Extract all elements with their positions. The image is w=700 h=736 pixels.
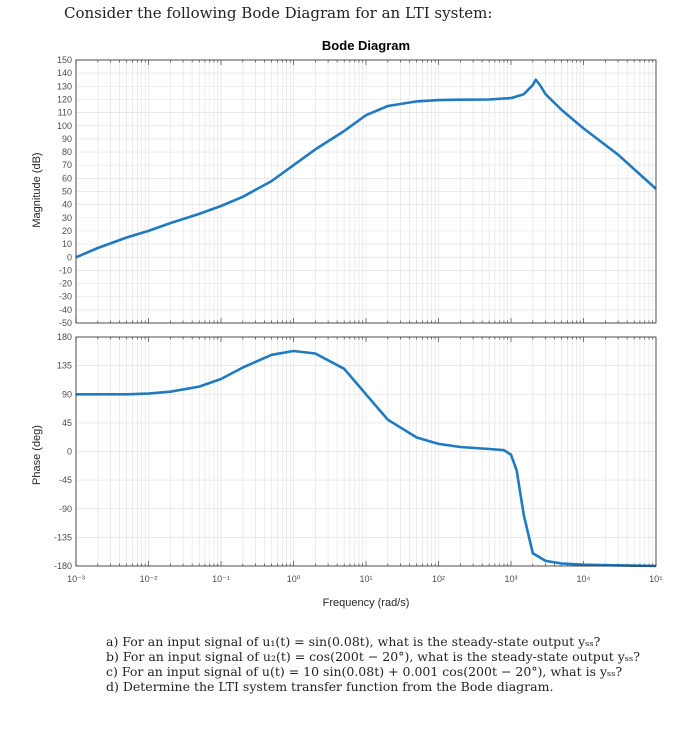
x-tick-label: 10⁻² <box>140 574 158 584</box>
y-tick-label: 110 <box>58 108 72 118</box>
y-tick-label: 20 <box>62 226 72 236</box>
question-d: d) Determine the LTI system transfer fun… <box>106 679 554 694</box>
question-list: a) For an input signal of u₁(t) = sin(0.… <box>106 634 696 694</box>
y-tick-label: 50 <box>62 187 72 197</box>
question-a: a) For an input signal of u₁(t) = sin(0.… <box>106 634 601 649</box>
y-tick-label: 90 <box>62 389 72 399</box>
y-tick-label: 30 <box>62 213 72 223</box>
y-tick-label: 70 <box>62 160 72 170</box>
x-tick-label: 10⁻¹ <box>212 574 230 584</box>
bode-diagram: Bode Diagram 150140130120110100908070605… <box>31 38 663 609</box>
phase-axis-label: Phase (deg) <box>31 425 43 485</box>
x-tick-label: 10³ <box>504 574 517 584</box>
x-tick-label: 10⁴ <box>577 574 591 584</box>
y-tick-label: 45 <box>62 418 72 428</box>
magnitude-axis-label: Magnitude (dB) <box>31 152 43 227</box>
y-tick-label: -20 <box>59 279 72 289</box>
y-tick-label: 90 <box>62 134 72 144</box>
intro-text: Consider the following Bode Diagram for … <box>64 4 493 22</box>
y-tick-label: -30 <box>59 292 72 302</box>
x-tick-label: 10² <box>432 574 445 584</box>
y-tick-label: 10 <box>62 239 72 249</box>
magnitude-tick-labels: 1501401301201101009080706050403020100-10… <box>57 55 72 328</box>
frequency-tick-labels: 10⁻³ 10⁻² 10⁻¹ 10⁰ 10¹ 10² 10³ 10⁴ 10⁵ <box>67 574 663 584</box>
y-tick-label: 80 <box>62 147 72 157</box>
y-tick-label: -40 <box>59 305 72 315</box>
chart-title: Bode Diagram <box>322 38 410 53</box>
y-tick-label: -50 <box>59 318 72 328</box>
y-tick-label: -10 <box>59 265 72 275</box>
x-tick-label: 10⁵ <box>649 574 663 584</box>
magnitude-grid <box>75 59 656 324</box>
y-tick-label: -90 <box>59 504 72 514</box>
x-tick-label: 10¹ <box>359 574 372 584</box>
y-tick-label: 60 <box>62 173 72 183</box>
y-tick-label: -135 <box>54 532 72 542</box>
phase-tick-labels: 180 135 90 45 0 -45 -90 -135 -180 <box>54 332 72 571</box>
y-tick-label: 0 <box>67 252 72 262</box>
frequency-axis-label: Frequency (rad/s) <box>323 597 410 609</box>
y-tick-label: 130 <box>57 81 72 91</box>
x-tick-label: 10⁻³ <box>67 574 85 584</box>
y-tick-label: 120 <box>57 94 72 104</box>
phase-grid <box>75 336 656 567</box>
y-tick-label: 0 <box>67 447 72 457</box>
y-tick-label: 140 <box>57 68 72 78</box>
y-tick-label: 135 <box>57 361 72 371</box>
magnitude-plot-frame <box>75 59 657 324</box>
phase-plot-frame <box>75 336 657 567</box>
y-tick-label: -45 <box>59 475 72 485</box>
y-tick-label: 40 <box>62 200 72 210</box>
y-tick-label: 100 <box>57 121 72 131</box>
y-tick-label: 180 <box>57 332 72 342</box>
phase-curve <box>76 349 657 568</box>
question-b: b) For an input signal of u₂(t) = cos(20… <box>106 649 640 664</box>
y-tick-label: 150 <box>57 55 72 65</box>
y-tick-label: -180 <box>54 561 72 571</box>
question-c: c) For an input signal of u(t) = 10 sin(… <box>106 664 623 679</box>
x-tick-label: 10⁰ <box>287 574 301 584</box>
magnitude-curve <box>75 78 657 259</box>
